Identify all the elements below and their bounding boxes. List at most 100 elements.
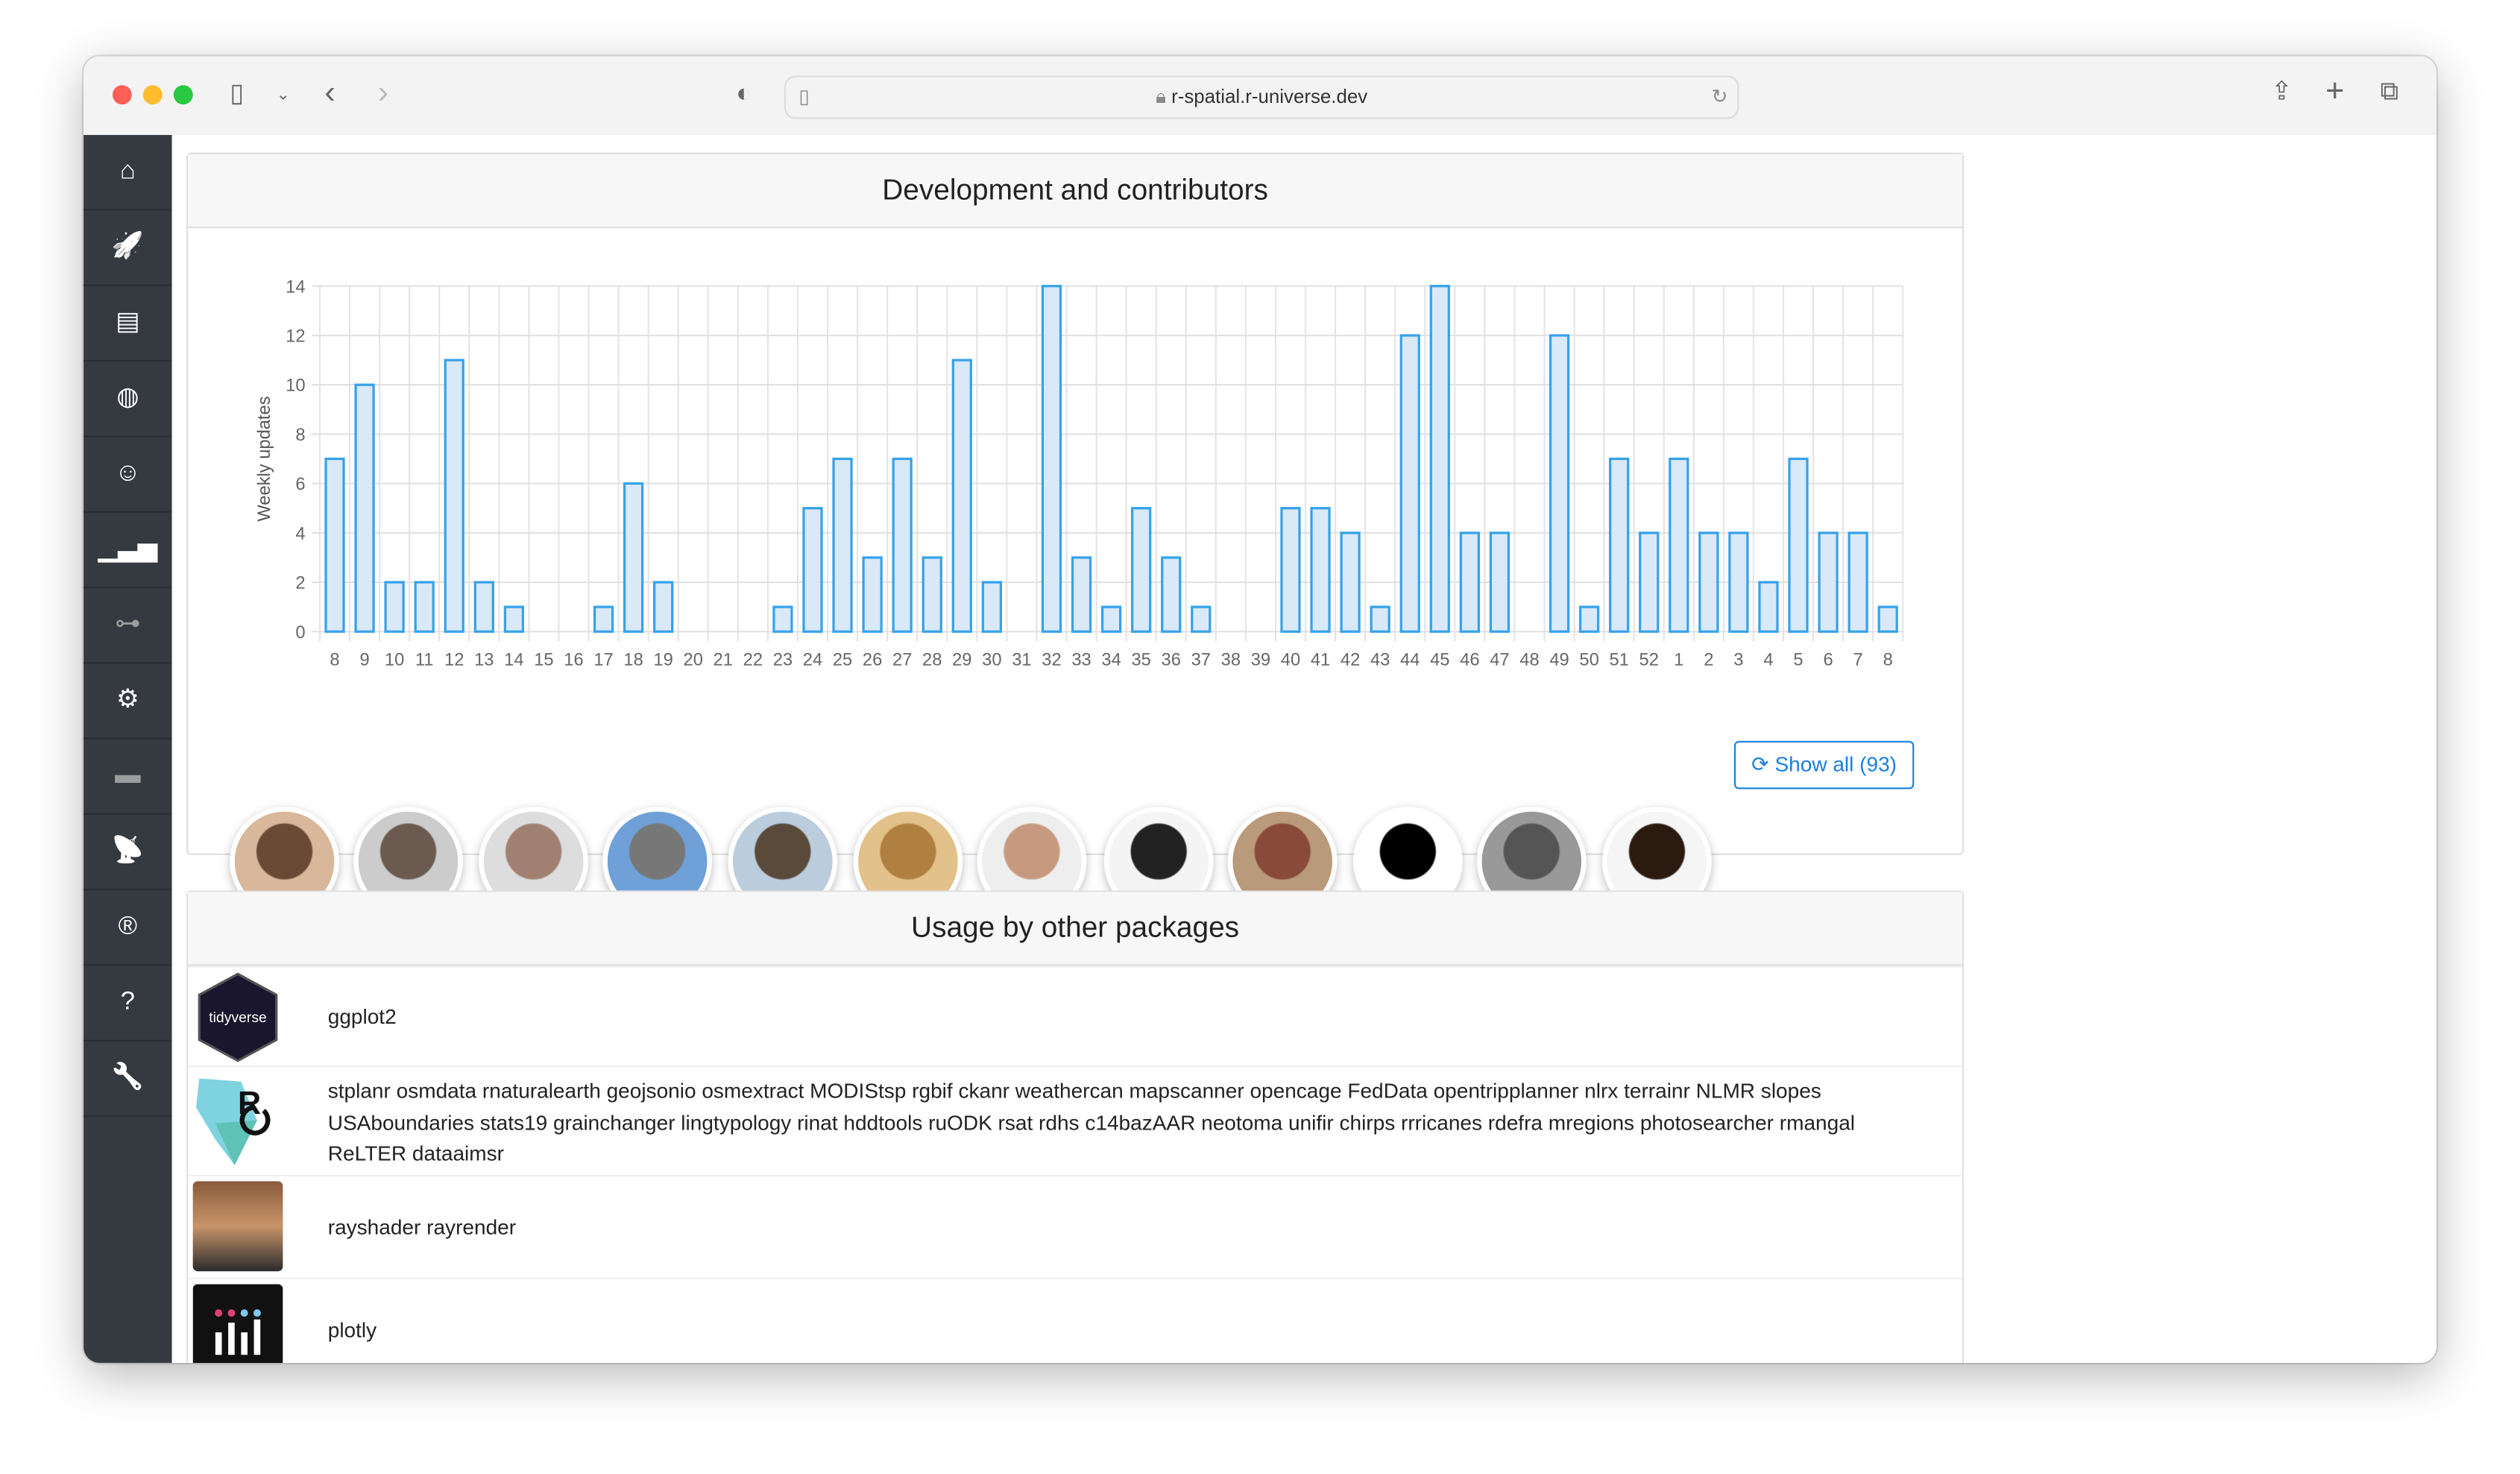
list-item: R stplanr osmdata rnaturalearth geojsoni…	[188, 1065, 1962, 1177]
bar	[473, 581, 494, 633]
show-all-contributors-button[interactable]: ⟳ Show all (93)	[1733, 740, 1915, 790]
sidebar-item-calendar[interactable]: ▬	[84, 740, 172, 815]
bar	[1877, 605, 1898, 633]
sidebar-item-home[interactable]: ⌂	[84, 135, 172, 211]
x-tick-label: 35	[1131, 650, 1150, 670]
bar	[1578, 605, 1600, 633]
x-tick-label: 19	[653, 650, 672, 670]
x-tick-label: 2	[1704, 650, 1713, 670]
bar	[414, 581, 435, 633]
close-window-button[interactable]	[112, 85, 132, 105]
new-tab-icon[interactable]: +	[2325, 74, 2345, 110]
bar	[1041, 285, 1062, 633]
back-icon[interactable]: ‹	[324, 75, 336, 111]
x-tick-label: 8	[1883, 650, 1893, 670]
maximize-window-button[interactable]	[173, 85, 193, 105]
x-tick-label: 36	[1162, 650, 1181, 670]
plotly-logo[interactable]	[192, 1284, 283, 1363]
bar	[1728, 532, 1749, 633]
sidebar-item-gear[interactable]: ⚙	[84, 664, 172, 740]
package-list[interactable]: rayshader rayrender	[327, 1215, 517, 1239]
x-tick-label: 52	[1639, 650, 1659, 670]
bar	[1609, 457, 1630, 633]
reload-icon[interactable]: ↻	[1711, 85, 1728, 108]
sidebar-item-globe[interactable]: ◍	[84, 362, 172, 438]
bar	[1698, 532, 1719, 633]
bar	[593, 605, 614, 633]
development-card: Development and contributors 0 2 4 6 8 10 12 14…	[186, 152, 1965, 916]
x-tick-label: 9	[359, 650, 369, 670]
home-icon: ⌂	[119, 157, 136, 185]
sidebar-item-bar-chart[interactable]: ▁▃▅	[84, 513, 172, 588]
x-tick-label: 26	[863, 650, 882, 670]
x-tick-label: 50	[1579, 650, 1598, 670]
sidebar-item-book[interactable]: ▤	[84, 286, 172, 362]
package-list[interactable]: stplanr osmdata rnaturalearth geojsonio …	[327, 1078, 1856, 1165]
sidebar-item-question[interactable]: ?	[84, 966, 172, 1042]
list-item: rayshader rayrender	[188, 1174, 1962, 1279]
chevron-down-icon[interactable]: ⌄	[276, 86, 290, 105]
address-bar[interactable]: ▯ 🔒︎ r-spatial.r-universe.dev ↻	[784, 75, 1739, 119]
show-all-label: Show all (93)	[1774, 752, 1897, 777]
wrench-icon: 🔧	[111, 1064, 144, 1092]
url-text: r-spatial.r-universe.dev	[1171, 85, 1368, 108]
bar	[772, 605, 793, 633]
shield-icon[interactable]: ◐	[736, 80, 752, 108]
svg-text:tidyverse: tidyverse	[209, 1010, 267, 1026]
bar	[623, 482, 644, 633]
bar	[1370, 605, 1390, 633]
bar	[653, 581, 674, 633]
question-icon: ?	[120, 988, 135, 1016]
bar	[324, 457, 345, 633]
book-icon: ▤	[116, 308, 140, 336]
x-tick-label: 27	[892, 650, 912, 670]
x-tick-label: 4	[1763, 650, 1773, 670]
sidebar-item-satellite-dish[interactable]: 📡	[84, 815, 172, 891]
bar	[981, 581, 1002, 633]
maintainer-avatar[interactable]	[192, 1181, 283, 1272]
tabs-overview-icon[interactable]: ⧉	[2380, 78, 2399, 107]
bar	[1429, 285, 1450, 633]
x-tick-label: 32	[1042, 650, 1061, 670]
bar	[1489, 532, 1511, 633]
tidyverse-logo[interactable]: tidyverse	[193, 972, 283, 1062]
x-tick-label: 31	[1012, 650, 1031, 670]
bar-chart-icon: ▁▃▅	[98, 535, 158, 563]
bar	[1818, 532, 1839, 633]
bar	[802, 507, 823, 633]
calendar-icon: ▬	[115, 761, 141, 790]
forward-icon[interactable]: ›	[377, 75, 388, 111]
package-list[interactable]: ggplot2	[327, 1004, 397, 1029]
x-tick-label: 30	[982, 650, 1001, 670]
sidebar-item-rocket[interactable]: 🚀	[84, 210, 172, 286]
x-tick-label: 1	[1674, 650, 1683, 670]
minimize-window-button[interactable]	[142, 85, 163, 105]
sidebar-item-sitemap[interactable]: ⊶	[84, 588, 172, 664]
bar	[832, 457, 853, 633]
x-tick-label: 45	[1430, 650, 1449, 670]
x-tick-label: 3	[1733, 650, 1743, 670]
x-tick-label: 22	[743, 650, 763, 670]
bar	[384, 581, 405, 633]
share-icon[interactable]: ⇪	[2270, 78, 2293, 107]
package-list[interactable]: plotly	[327, 1317, 377, 1342]
user-astronaut-icon: ☺	[114, 459, 141, 488]
bar	[922, 556, 942, 633]
sidebar-toggle-icon[interactable]: ▯	[230, 80, 245, 108]
x-tick-label: 49	[1549, 650, 1569, 670]
bar	[1549, 334, 1570, 633]
x-tick-label: 13	[474, 650, 494, 670]
bar	[862, 556, 883, 633]
reader-icon[interactable]: ▯	[798, 85, 810, 108]
sitemap-icon: ⊶	[115, 611, 141, 638]
x-tick-label: 42	[1341, 650, 1360, 670]
bar	[1788, 457, 1809, 633]
sidebar-item-user-astronaut[interactable]: ☺	[84, 437, 172, 513]
ropensci-logo[interactable]: R	[193, 1075, 283, 1165]
sidebar-item-wrench[interactable]: 🔧	[84, 1042, 172, 1118]
x-tick-label: 10	[385, 650, 404, 670]
y-tick-label: 10	[286, 377, 305, 396]
sidebar-item-r-project[interactable]: ®	[84, 890, 172, 966]
lock-icon: 🔒︎	[1156, 85, 1166, 108]
